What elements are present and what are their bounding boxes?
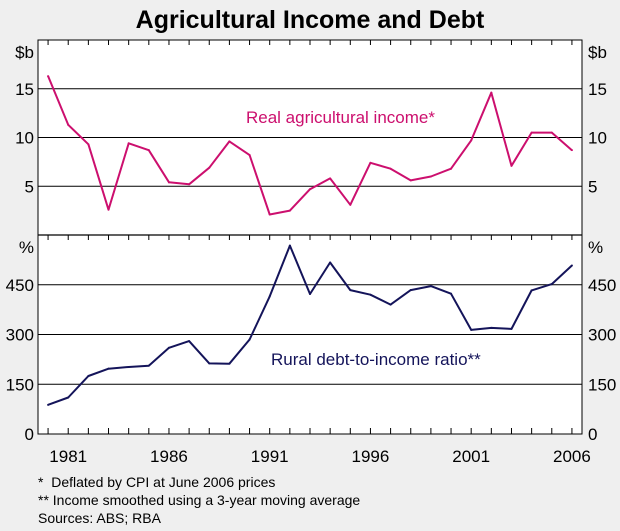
data-point-income <box>87 143 90 146</box>
data-point-income <box>429 175 432 178</box>
series-label-income: Real agricultural income* <box>246 108 435 127</box>
data-point-debt <box>329 261 332 264</box>
sources-note: Sources: ABS; RBA <box>38 510 161 526</box>
data-point-income <box>349 203 352 206</box>
x-tick-label: 2006 <box>553 447 591 466</box>
x-tick-label: 1981 <box>49 447 87 466</box>
data-point-debt <box>550 283 553 286</box>
data-point-income <box>369 161 372 164</box>
plot-frame <box>37 39 583 435</box>
data-point-income <box>470 139 473 142</box>
data-point-debt <box>470 328 473 331</box>
data-point-debt <box>228 362 231 365</box>
data-point-income <box>329 177 332 180</box>
series-label-debt: Rural debt-to-income ratio** <box>271 350 481 369</box>
y-tick-label-left: 150 <box>6 375 34 394</box>
chart-title: Agricultural Income and Debt <box>136 6 485 34</box>
y-tick-label-right: 450 <box>588 276 616 295</box>
data-point-income <box>167 181 170 184</box>
income-panel: 5 5 10 10 15 15 $b $b Real agricultural income* <box>15 40 607 235</box>
data-point-income <box>47 75 50 78</box>
data-point-debt <box>268 295 271 298</box>
data-point-debt <box>127 366 130 369</box>
x-tick-label: 1986 <box>150 447 188 466</box>
x-tick-label: 1991 <box>251 447 289 466</box>
data-point-income <box>409 179 412 182</box>
footnote-deflated: * Deflated by CPI at June 2006 prices <box>38 474 276 490</box>
y-tick-label-right: 5 <box>588 177 597 196</box>
data-point-income <box>490 91 493 94</box>
y-tick-label-left: 450 <box>6 276 34 295</box>
data-point-debt <box>429 285 432 288</box>
y-tick-label-left: 15 <box>15 80 34 99</box>
data-point-income <box>208 166 211 169</box>
data-point-income <box>248 154 251 157</box>
data-point-debt <box>409 289 412 292</box>
data-point-debt <box>67 396 70 399</box>
y-tick-label-left: 0 <box>25 425 34 444</box>
data-point-debt <box>450 292 453 295</box>
data-point-debt <box>510 327 513 330</box>
footnote-smoothing: ** Income smoothed using a 3-year moving… <box>38 492 361 508</box>
data-point-income <box>550 131 553 134</box>
data-point-income <box>188 183 191 186</box>
y-tick-label-right: 150 <box>588 375 616 394</box>
data-point-income <box>268 213 271 216</box>
data-point-debt <box>490 326 493 329</box>
y-tick-label-left: 300 <box>6 326 34 345</box>
y-tick-label-right: 15 <box>588 80 607 99</box>
data-point-income <box>127 142 130 145</box>
data-point-debt <box>530 289 533 292</box>
x-tick-label: 1996 <box>352 447 390 466</box>
data-point-income <box>450 167 453 170</box>
debt-ratio-panel: 0 0 150 150 300 300 450 450% % Rural debt-to-inco… <box>6 235 616 444</box>
data-point-debt <box>309 293 311 296</box>
data-point-income <box>510 164 513 167</box>
data-point-debt <box>87 374 90 377</box>
data-point-debt <box>167 346 170 349</box>
data-point-debt <box>369 293 372 296</box>
data-point-income <box>107 208 110 211</box>
data-point-income <box>228 140 231 143</box>
data-point-income <box>389 167 392 170</box>
data-point-debt <box>570 264 573 267</box>
unit-label-right: $b <box>588 43 607 62</box>
unit-label-left: $b <box>15 43 34 62</box>
plot-border <box>37 39 583 435</box>
y-tick-label-right: 10 <box>588 129 607 148</box>
y-tick-label-left: 5 <box>25 177 34 196</box>
data-point-income <box>288 209 291 212</box>
data-point-debt <box>107 367 110 370</box>
data-point-income <box>147 149 150 152</box>
data-point-debt <box>188 340 191 343</box>
data-point-income <box>309 188 311 191</box>
y-tick-label-left: 10 <box>15 129 34 148</box>
data-point-debt <box>47 403 50 406</box>
data-point-debt <box>288 244 291 247</box>
data-point-income <box>67 123 70 126</box>
y-tick-label-right: 0 <box>588 425 597 444</box>
unit-label-left: % <box>19 238 34 257</box>
y-tick-label-right: 300 <box>588 326 616 345</box>
x-tick-label: 2001 <box>452 447 490 466</box>
data-point-income <box>570 149 573 152</box>
unit-label-right: % <box>588 238 603 257</box>
data-point-debt <box>349 289 352 292</box>
data-point-debt <box>147 364 150 367</box>
data-point-income <box>530 131 533 134</box>
x-axis: 1981 1986 1991 1996 2001 2006 <box>47 40 591 466</box>
data-point-debt <box>389 303 392 306</box>
data-point-debt <box>248 338 251 341</box>
data-point-debt <box>208 362 211 365</box>
